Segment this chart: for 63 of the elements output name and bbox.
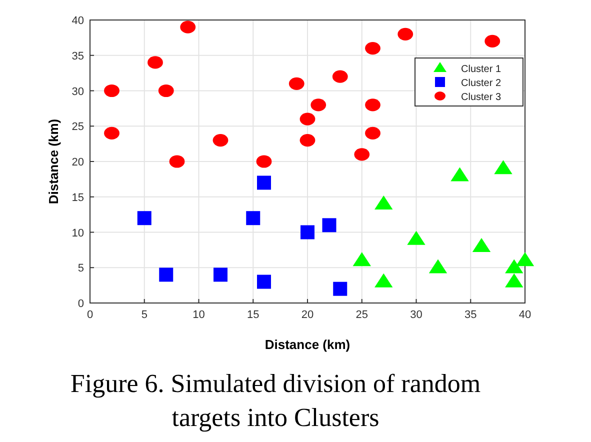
point [428,259,448,274]
point [288,77,304,90]
point [354,148,370,161]
x-tick-label: 30 [410,309,422,321]
point [398,28,414,40]
point [169,155,185,168]
y-tick-label: 35 [72,50,84,62]
caption: Figure 6. Simulated division of random targets into Clusters [70,369,481,432]
legend-label: Cluster 1 [461,64,502,75]
point [180,20,196,34]
point [158,84,174,98]
point [159,268,174,282]
point [104,84,120,98]
x-tick-label: 5 [141,309,148,321]
x-tick-label: 10 [192,309,205,321]
point [374,196,393,210]
point [212,134,228,147]
x-axis-title: Distance (km) [264,337,350,352]
y-tick-label: 25 [72,121,84,134]
point [300,112,316,126]
point [365,42,380,55]
y-tick-label: 5 [78,262,84,275]
point [365,126,380,140]
point [407,230,426,245]
y-tick-label: 0 [78,298,84,310]
x-tick-label: 15 [247,309,260,321]
point [516,252,534,266]
point [472,238,491,252]
x-tick-label: 25 [356,309,368,321]
point [374,273,393,288]
point [310,98,326,112]
point [300,134,316,147]
legend-label: Cluster 3 [461,92,502,103]
y-tick-label: 10 [72,227,84,240]
point [494,160,512,174]
point [333,282,348,296]
point [257,274,271,289]
point [214,268,228,282]
point [256,155,272,168]
point [505,273,524,288]
y-tick-label: 40 [72,15,84,27]
point [484,34,500,48]
point [450,167,469,182]
y-tick-label: 15 [72,192,84,204]
point [246,211,260,226]
legend-label: Cluster 2 [461,78,502,89]
point [332,70,348,83]
point [148,56,163,69]
y-axis-title: Distance (km) [46,118,61,204]
y-tick-label: 30 [72,86,84,98]
x-tick-label: 20 [301,309,314,321]
x-tick-label: 35 [464,309,477,321]
y-tick-label: 20 [72,156,84,168]
point [104,126,120,140]
point [365,98,380,112]
point [352,252,371,266]
point [137,211,152,226]
point [322,218,336,232]
x-tick-label: 40 [518,309,532,321]
x-tick-label: 0 [86,309,94,321]
point [505,259,524,274]
point [257,176,271,190]
point [300,225,314,240]
